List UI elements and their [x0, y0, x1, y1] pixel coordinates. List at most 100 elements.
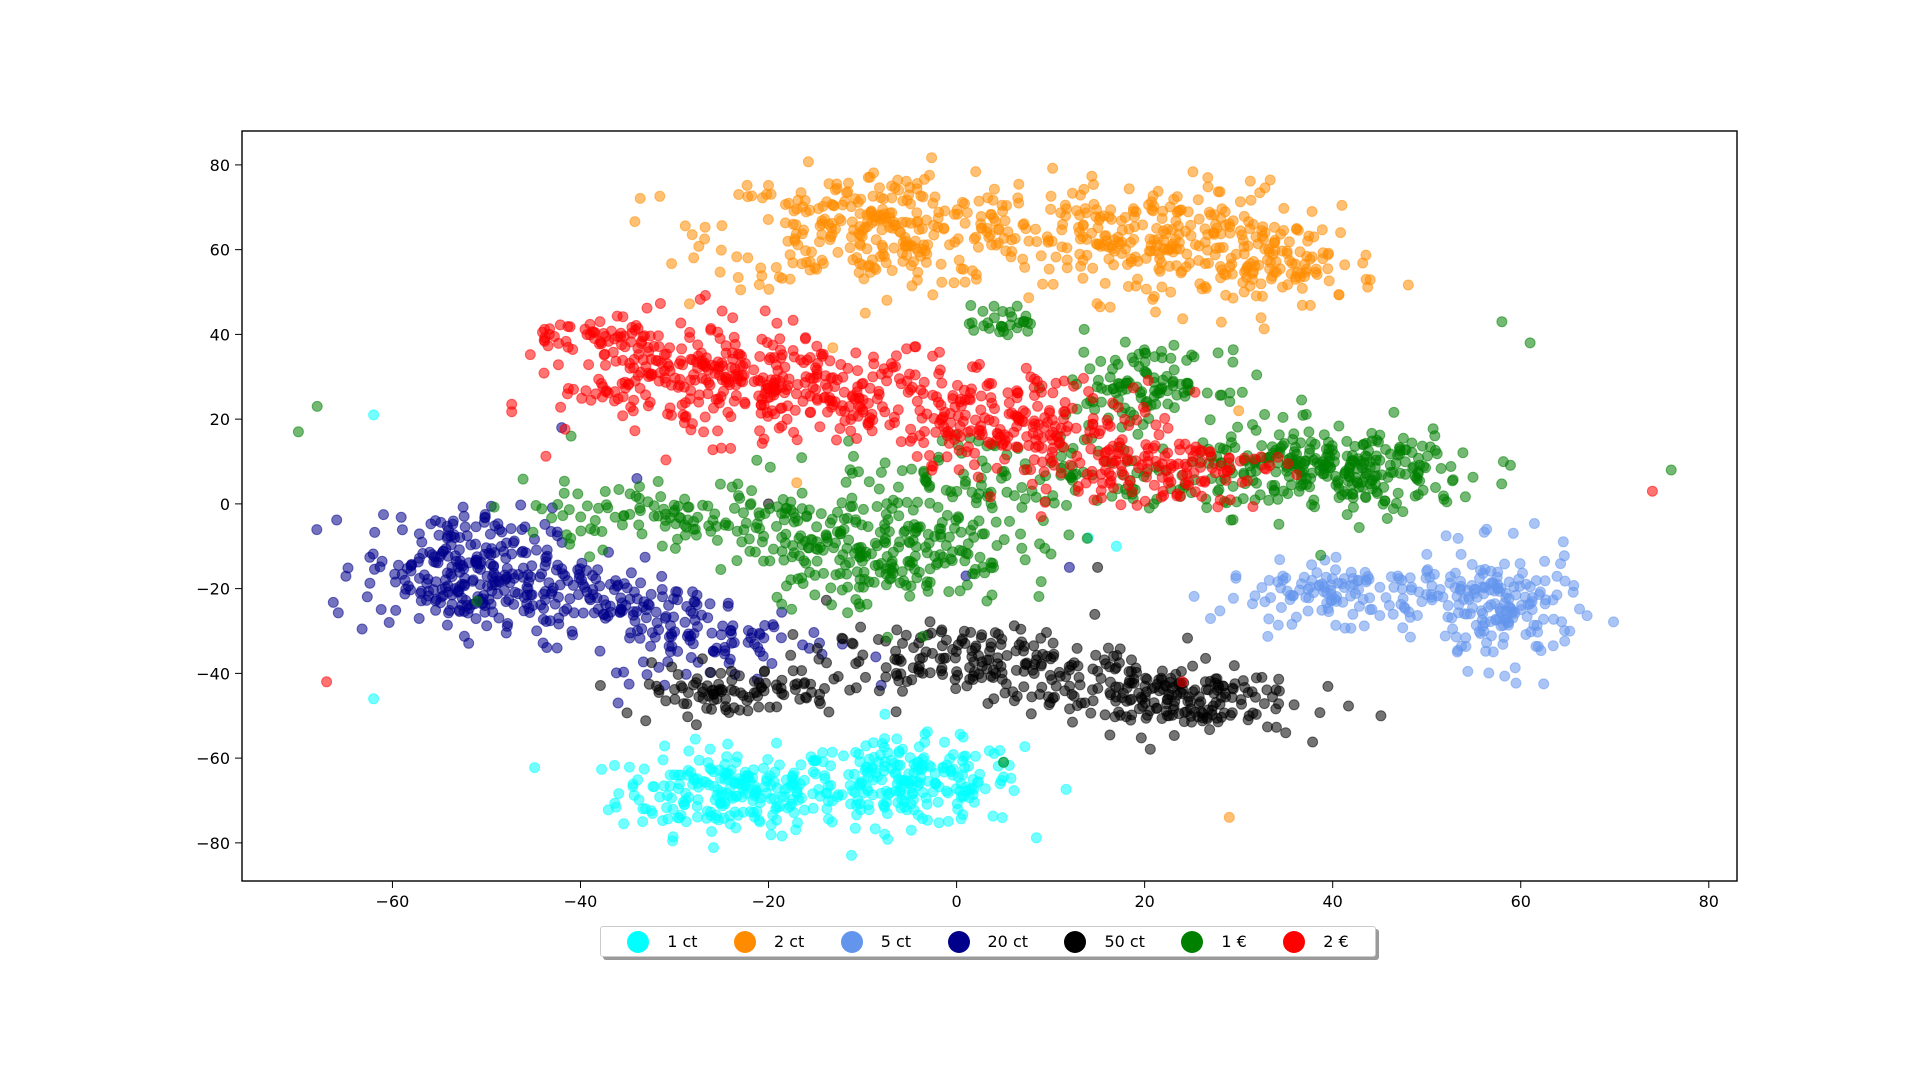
- data-point: [835, 359, 847, 370]
- data-point: [846, 849, 857, 861]
- data-point: [599, 348, 611, 360]
- data-point: [733, 670, 745, 682]
- data-point: [441, 619, 453, 631]
- data-point: [729, 502, 740, 514]
- data-point: [1263, 494, 1275, 506]
- data-point: [999, 453, 1011, 465]
- data-point: [730, 390, 742, 401]
- data-point: [714, 478, 726, 490]
- data-point: [911, 572, 923, 584]
- data-point: [712, 393, 724, 405]
- legend-item: 20 ct: [947, 930, 1028, 953]
- data-point: [740, 773, 752, 784]
- data-point: [1144, 743, 1156, 755]
- data-point: [899, 240, 911, 252]
- data-point: [1021, 657, 1033, 669]
- data-point: [332, 607, 344, 619]
- data-point: [1127, 382, 1139, 394]
- data-point: [802, 156, 814, 168]
- data-point: [924, 563, 936, 575]
- data-point: [538, 603, 550, 614]
- data-point: [709, 367, 721, 379]
- data-point: [1026, 478, 1038, 490]
- data-point: [1514, 558, 1526, 570]
- data-point: [1330, 551, 1342, 563]
- data-point: [851, 252, 863, 263]
- data-point: [1304, 481, 1316, 493]
- data-point: [1412, 489, 1424, 501]
- data-point: [581, 329, 593, 341]
- data-point: [1157, 225, 1169, 237]
- data-point: [459, 572, 471, 584]
- data-point: [748, 675, 760, 687]
- data-point: [1137, 219, 1149, 231]
- data-point: [804, 390, 816, 402]
- data-point: [1177, 313, 1189, 325]
- data-point: [1171, 389, 1183, 401]
- data-point: [781, 384, 793, 395]
- data-point: [720, 704, 732, 716]
- data-point: [862, 761, 874, 773]
- data-point: [1311, 567, 1323, 579]
- data-point: [787, 629, 799, 640]
- data-point: [834, 528, 846, 540]
- data-point: [1244, 223, 1256, 235]
- data-point: [1238, 286, 1250, 298]
- data-point: [1060, 425, 1072, 437]
- data-point: [1316, 224, 1328, 236]
- data-point: [737, 360, 749, 372]
- data-point: [796, 452, 808, 464]
- data-point: [1102, 642, 1114, 654]
- data-point: [628, 394, 640, 406]
- data-point: [1212, 347, 1224, 359]
- data-point: [891, 733, 903, 745]
- data-point: [666, 792, 677, 804]
- data-point: [668, 769, 680, 781]
- data-point: [989, 403, 1000, 415]
- data-point: [952, 771, 964, 783]
- data-point: [958, 751, 970, 763]
- data-point: [539, 594, 551, 606]
- data-point: [660, 454, 672, 466]
- data-point: [814, 421, 826, 433]
- data-point: [829, 184, 841, 196]
- data-point: [581, 500, 593, 512]
- data-point: [765, 829, 777, 841]
- data-point: [918, 376, 930, 388]
- y-tick-label: −40: [196, 664, 230, 683]
- data-point: [993, 628, 1004, 640]
- data-point: [676, 343, 688, 355]
- data-point: [822, 536, 833, 548]
- data-point: [1201, 502, 1213, 514]
- data-point: [996, 812, 1008, 824]
- data-point: [978, 528, 990, 540]
- data-point: [567, 344, 579, 355]
- data-point: [987, 810, 999, 822]
- data-point: [916, 763, 928, 775]
- data-point: [904, 368, 915, 380]
- data-point: [792, 817, 803, 829]
- data-point: [1130, 251, 1141, 263]
- data-point: [416, 536, 428, 548]
- data-point: [988, 183, 1000, 195]
- data-point: [789, 512, 801, 524]
- data-point: [529, 762, 541, 774]
- data-point: [922, 528, 934, 540]
- data-point: [1055, 467, 1067, 479]
- data-point: [1497, 456, 1509, 468]
- data-point: [743, 533, 755, 545]
- data-point: [856, 231, 868, 242]
- data-point: [669, 693, 681, 705]
- data-point: [1297, 409, 1309, 421]
- data-point: [1366, 603, 1378, 615]
- data-point: [770, 262, 782, 273]
- data-point: [633, 519, 645, 531]
- data-point: [1466, 559, 1478, 570]
- data-point: [1147, 293, 1159, 305]
- data-point: [1259, 409, 1271, 420]
- data-point: [913, 224, 925, 235]
- data-point: [660, 514, 672, 526]
- data-point: [457, 501, 469, 513]
- data-point: [818, 567, 829, 579]
- data-point: [894, 226, 905, 237]
